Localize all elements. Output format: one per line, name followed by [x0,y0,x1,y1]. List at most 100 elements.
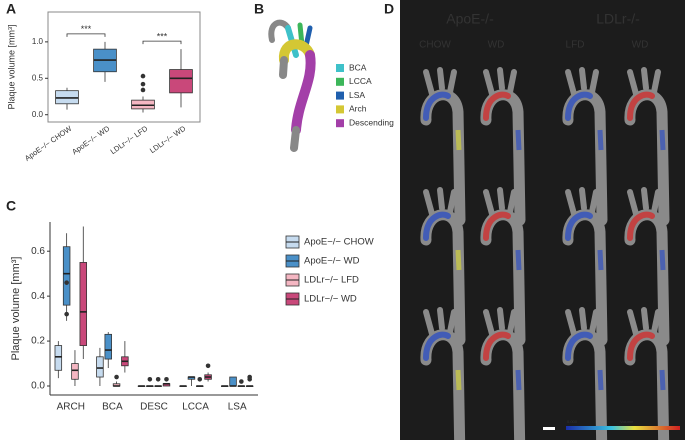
y-axis-label: Plaque volume [mm³] [10,257,22,361]
aorta-branches [483,187,517,217]
plaque-overlay [423,91,451,121]
plaque-overlay [565,91,593,121]
aorta-branches [483,67,517,97]
group-label: LDLr-/- [596,11,640,27]
plaque-overlay [483,211,511,241]
aorta-branches [423,307,457,337]
x-tick-label: LSA [228,402,247,413]
box [104,333,112,360]
legend-swatch [336,119,344,128]
legend-label: BCA [349,62,367,72]
legend-label: LCCA [349,76,372,86]
plaque-overlay [483,331,511,361]
outlier [140,87,146,93]
outlier [114,374,119,380]
legend-label: Descending [349,117,394,127]
box [71,363,79,380]
x-tick-label: ApoE−/− WD [70,124,111,157]
plaque-overlay [659,249,666,271]
y-tick-label: 0.0 [31,381,45,392]
legend-label: ApoE−/− CHOW [304,237,374,248]
outlier [239,379,244,384]
legend-label: LSA [349,90,365,100]
box [169,69,193,94]
aorta-branches [483,307,517,337]
column-label: WD [488,40,505,51]
outlier [197,376,203,382]
significance-label: *** [81,24,92,34]
outlier [164,376,169,382]
outlier [64,311,69,317]
x-tick-label: DESC [140,402,168,413]
legend-label: LDLr−/− WD [304,294,357,305]
column-label: CHOW [419,40,451,51]
aorta-branches [627,307,661,337]
plaque-overlay [597,369,604,391]
x-tick-label: ARCH [57,402,85,413]
y-tick-label: 1.0 [32,37,44,46]
box [79,262,88,346]
colorbar [566,426,680,430]
plaque-overlay [597,249,604,271]
x-tick-label: LDLr−/− LFD [109,124,150,157]
legend-swatch [336,105,344,114]
plaque-overlay [423,211,451,241]
plaque-overlay [627,331,655,361]
x-tick-label: LCCA [182,402,209,413]
y-axis-label: Plaque volume [mm³] [6,24,16,109]
aorta-images [420,67,670,440]
plaque-overlay [627,91,655,121]
y-tick-label: 0.2 [31,336,45,347]
colorbar-label: 0.000 [567,419,578,424]
group-label: ApoE-/- [446,11,494,27]
plaque-overlay [565,331,593,361]
panel-label: B [254,1,264,17]
outlier [205,363,211,369]
column-label: WD [632,40,649,51]
aorta-branches [423,67,457,97]
plaque-overlay [627,211,655,241]
plaque-overlay [659,129,666,151]
plaque-overlay [565,211,593,241]
y-tick-label: 0.4 [31,291,45,302]
panel-label: C [6,198,16,214]
plaque-overlay [423,331,451,361]
aorta-branches [423,187,457,217]
box [96,356,104,378]
plaque-overlay [515,129,522,151]
legend-label: LDLr−/− LFD [304,275,359,286]
box [54,345,63,371]
x-tick-label: ApoE−/− CHOW [23,123,74,162]
plot-frame [47,11,201,123]
y-tick-label: 0.5 [32,73,44,82]
aorta-branches [565,67,599,97]
legend-swatch [336,77,344,86]
legend-swatch [336,64,344,72]
plaque-overlay [455,249,462,271]
outlier [147,376,153,382]
plaque-overlay [515,249,522,271]
column-label: LFD [566,40,585,51]
box [229,376,237,387]
legend-label: ApoE−/− WD [304,256,360,267]
plaque-overlay [483,91,511,121]
x-tick-label: BCA [102,402,123,413]
plaque-overlay [515,369,522,391]
plaque-overlay [597,129,604,151]
panel-label: A [6,1,16,17]
aorta-branches [565,307,599,337]
plaque-overlay [455,369,462,391]
outlier [64,280,69,285]
y-tick-label: 0.6 [31,246,45,257]
outlier [140,73,146,79]
plaque-overlay [659,369,666,391]
outlier [247,374,252,380]
outlier [155,376,161,382]
colorbar-label: Volume [620,419,634,424]
legend-label: Arch [349,104,367,114]
scale-bar [543,427,555,430]
aorta-branches [627,187,661,217]
box [62,246,71,306]
significance-bracket [142,40,182,45]
panel-label: D [384,1,394,17]
